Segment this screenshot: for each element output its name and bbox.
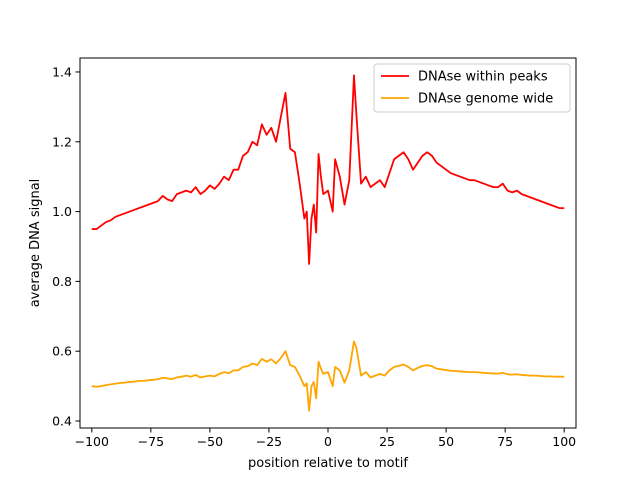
x-tick-label: 0 xyxy=(324,434,332,449)
series-line-genome-wide xyxy=(91,340,565,412)
y-tick-label: 0.4 xyxy=(52,414,72,429)
x-tick-label: 50 xyxy=(438,434,454,449)
legend-label-within-peaks: DNAse within peaks xyxy=(418,70,548,85)
x-tick-label: −25 xyxy=(256,434,282,449)
x-tick-label: 75 xyxy=(497,434,513,449)
axes-background xyxy=(80,58,576,428)
y-axis: 0.4 0.6 0.8 1.0 1.2 1.4 xyxy=(52,64,80,429)
x-axis-label: position relative to motif xyxy=(248,456,408,471)
legend: DNAse within peaks DNAse genome wide xyxy=(373,63,571,113)
y-tick-label: 0.6 xyxy=(52,344,72,359)
series-layer xyxy=(91,74,565,412)
y-tick-label: 0.8 xyxy=(52,274,72,289)
x-tick-label: −50 xyxy=(197,434,223,449)
x-axis: −100 −75 −50 −25 0 25 50 75 100 xyxy=(75,428,576,449)
x-tick-label: −75 xyxy=(138,434,164,449)
series-line-within-peaks xyxy=(91,74,565,265)
y-tick-label: 1.0 xyxy=(52,204,72,219)
y-tick-label: 1.4 xyxy=(52,64,72,79)
y-axis-label: average DNA signal xyxy=(28,179,43,308)
y-tick-label: 1.2 xyxy=(52,134,72,149)
x-tick-label: 100 xyxy=(552,434,576,449)
x-tick-label: −100 xyxy=(75,434,109,449)
x-tick-label: 25 xyxy=(379,434,395,449)
legend-box xyxy=(373,63,571,113)
legend-label-genome-wide: DNAse genome wide xyxy=(418,92,553,107)
plot-area xyxy=(79,57,577,429)
